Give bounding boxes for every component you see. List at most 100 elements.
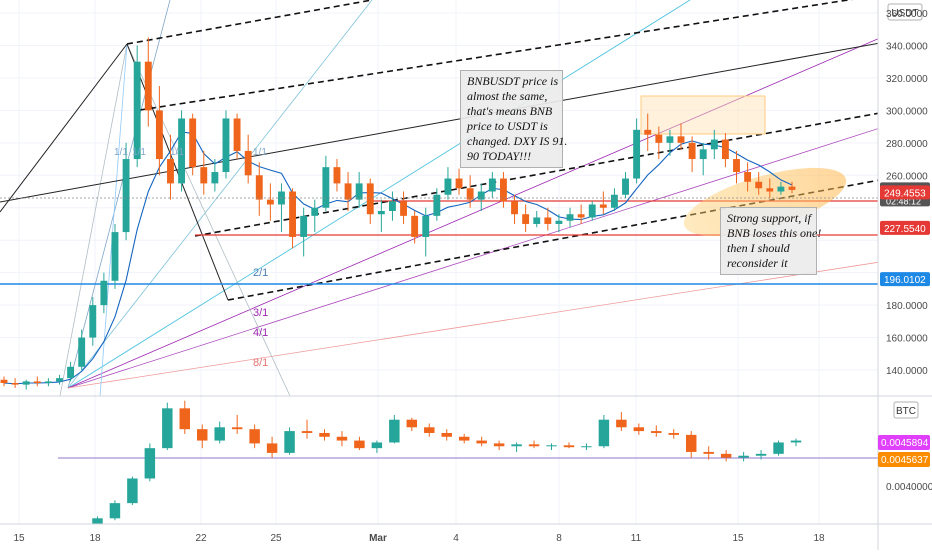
candle-body: [78, 337, 86, 367]
candle-body: [133, 61, 141, 160]
candle-body: [56, 378, 63, 382]
candle-body: [610, 194, 618, 208]
price-badge: [880, 272, 930, 287]
btc-candle-body: [458, 436, 470, 441]
btc-label-box: [893, 401, 919, 419]
candle-body: [466, 188, 474, 200]
price-badge: [880, 220, 930, 235]
candle-body: [11, 383, 19, 385]
btc-candle-body: [511, 444, 522, 447]
channel-line: [139, 0, 854, 111]
btc-candle-body: [441, 432, 452, 437]
candle-body: [555, 220, 563, 224]
candle-body: [377, 210, 385, 215]
price-axis[interactable]: USDT 360.0000 340.0000 320.0000 300.0000 280…: [878, 3, 932, 493]
candle-body: [444, 178, 452, 195]
candle-body: [710, 139, 718, 150]
candle-body: [644, 129, 652, 135]
price-tick-label: 360.0000: [886, 9, 928, 20]
candle-body: [744, 172, 752, 182]
btc-candle-body: [773, 442, 784, 454]
candle-body: [622, 178, 629, 195]
btc-candle-body: [127, 478, 138, 504]
time-axis[interactable]: 15 18 22 25 Mar 4 8 11 15 18: [13, 533, 825, 544]
candle-body: [178, 118, 186, 184]
candle-body: [33, 381, 41, 384]
btc-price-badge: [878, 435, 930, 450]
note-line: that's means BNB: [467, 104, 553, 118]
btc-candle-body: [301, 431, 313, 433]
candle-body: [122, 159, 130, 233]
price-badge-value: 227.5540: [884, 224, 926, 235]
btc-candle-body: [598, 419, 610, 447]
price-badge-countdown: 02:48:12: [886, 196, 921, 206]
moving-average: [3, 131, 793, 385]
candle-body: [200, 167, 208, 184]
candle-body: [733, 159, 740, 173]
candle-body: [721, 139, 729, 160]
note-line: Strong support, if: [727, 211, 811, 225]
candle-body: [422, 215, 430, 237]
btc-candles: [75, 400, 802, 532]
candle-body: [755, 181, 763, 189]
note-line: changed. DXY IS 91.: [467, 134, 568, 148]
price-tick-label: 320.0000: [886, 74, 928, 85]
annotation-note-support[interactable]: Strong support, if BNB loses this one! t…: [720, 207, 822, 275]
candle-body: [300, 215, 308, 237]
btc-candle-body: [685, 434, 697, 452]
candle-body: [244, 150, 252, 176]
price-badge-value: 249.4553: [884, 188, 926, 199]
candle-body: [344, 183, 352, 200]
channel-line: [194, 112, 878, 237]
channel-line: [126, 0, 373, 45]
btc-candle-body: [406, 419, 418, 428]
candle-body: [533, 217, 541, 224]
time-axis-label: 25: [270, 533, 282, 544]
annotation-note-dxy[interactable]: BNBUSDT price is almost the same, that's…: [460, 70, 568, 168]
btc-candle-body: [319, 432, 330, 437]
note-line: BNB loses this one!: [727, 226, 822, 240]
btc-candle-body: [581, 446, 592, 448]
btc-candle-body: [720, 453, 732, 458]
candle-body: [788, 186, 796, 190]
price-tick-label: 160.0000: [886, 334, 928, 345]
btc-candle-body: [616, 419, 627, 428]
fan-line: [59, 43, 128, 396]
highlight-box: [640, 95, 766, 135]
fan-label: 1/1: [114, 147, 128, 158]
candle-body: [22, 381, 30, 385]
fan-label: 1/1: [132, 147, 146, 158]
btc-candle-body: [75, 528, 85, 532]
price-badge: [880, 185, 930, 200]
fan-line: [67, 261, 878, 389]
price-tick-label: 180.0000: [886, 301, 928, 312]
fan-label: 4/1: [253, 327, 268, 339]
btc-candle-body: [371, 442, 383, 449]
btc-candle-body: [336, 436, 348, 441]
fan-line: [126, 43, 291, 396]
btc-candle-body: [651, 431, 662, 433]
note-line: then I should: [727, 241, 790, 255]
candle-body: [67, 366, 75, 379]
price-badge-value: 196.0102: [884, 275, 926, 286]
time-axis-label: 15: [732, 533, 744, 544]
btc-price-badge-value: 0.0045894: [881, 438, 929, 449]
trend-line: [0, 42, 878, 203]
candle-body: [355, 183, 363, 200]
note-line: 90 TODAY!!!: [467, 149, 532, 163]
trend-line: [126, 43, 229, 301]
note-line: BNBUSDT price is: [467, 74, 559, 88]
fan-label: 3/1: [253, 307, 268, 319]
btc-candle-body: [144, 448, 156, 479]
candle-body: [577, 214, 585, 218]
candle-body: [289, 191, 297, 237]
candle-body: [766, 188, 774, 192]
candle-body: [155, 110, 163, 160]
fan-line: [67, 0, 691, 389]
btc-candle-body: [790, 440, 802, 443]
note-line: almost the same,: [467, 89, 548, 103]
fan-label: 1/1: [170, 147, 184, 158]
candle-body: [477, 191, 485, 200]
candle-body: [255, 175, 263, 200]
